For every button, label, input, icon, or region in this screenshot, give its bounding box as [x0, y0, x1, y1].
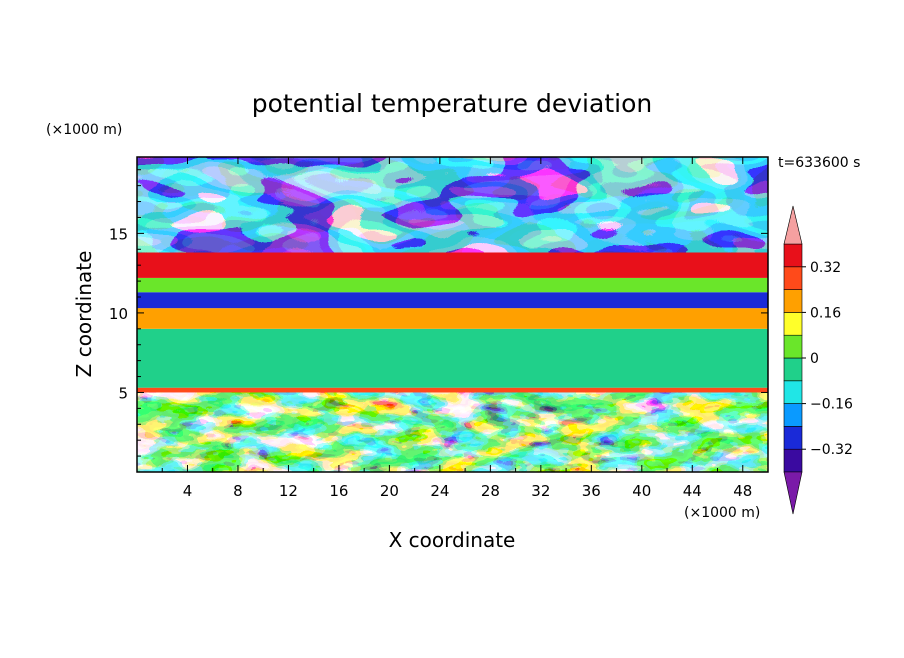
- colorbar-segment: [783, 312, 803, 336]
- x-tick-label: 24: [430, 482, 449, 500]
- y-tick-label: 10: [109, 305, 128, 323]
- colorbar-segment: [783, 448, 803, 473]
- x-tick-label: 4: [183, 482, 193, 500]
- x-tick-label: 28: [481, 482, 500, 500]
- band-6: [137, 252, 768, 278]
- band-5: [137, 277, 768, 293]
- x-tick-label: 48: [733, 482, 752, 500]
- colorbar: 0.32 0.16 0 −0.16 −0.32: [783, 205, 853, 515]
- colorbar-max-triangle: [783, 205, 803, 245]
- band-0: [137, 392, 768, 472]
- colorbar-tick-label: −0.16: [810, 397, 853, 413]
- x-tick-label: 36: [582, 482, 601, 500]
- colorbar-segment: [783, 266, 803, 290]
- y-axis: 5 10 15: [109, 169, 768, 457]
- colorbar-segment: [783, 403, 803, 427]
- contour-field: [137, 157, 768, 472]
- colorbar-tick-label: 0.32: [810, 260, 841, 276]
- x-tick-label: 16: [329, 482, 348, 500]
- colorbar-segment: [783, 357, 803, 382]
- time-label: t=633600 s: [778, 155, 860, 171]
- band-7: [137, 157, 768, 253]
- colorbar-tick-label: −0.32: [810, 442, 853, 458]
- band-1: [137, 387, 768, 393]
- x-tick-label: 40: [632, 482, 651, 500]
- colorbar-segment: [783, 426, 803, 450]
- x-tick-label: 32: [531, 482, 550, 500]
- y-axis-label: Z coordinate: [72, 251, 96, 378]
- colorbar-segment: [783, 334, 803, 359]
- colorbar-min-triangle: [783, 471, 803, 515]
- plot-frame: [136, 156, 769, 473]
- x-tick-label: 12: [279, 482, 298, 500]
- colorbar-tick-label: 0: [810, 351, 819, 367]
- x-unit-label: (×1000 m): [684, 505, 760, 521]
- x-tick-label: 20: [380, 482, 399, 500]
- y-tick-label: 5: [118, 384, 128, 402]
- band-2: [137, 328, 768, 388]
- colorbar-segment: [783, 243, 803, 268]
- colorbar-tick-label: 0.16: [810, 305, 841, 321]
- colorbar-segment: [783, 380, 803, 404]
- colorbar-segment: [783, 289, 803, 313]
- y-unit-label: (×1000 m): [46, 122, 122, 138]
- x-tick-label: 44: [683, 482, 702, 500]
- x-axis-label: X coordinate: [389, 528, 516, 552]
- y-tick-label: 15: [109, 225, 128, 243]
- x-axis: 4 8 12 16 20 24 28 32 36 40 44 48: [161, 157, 752, 500]
- x-tick-label: 8: [233, 482, 243, 500]
- band-4: [137, 292, 768, 309]
- chart-title: potential temperature deviation: [252, 89, 652, 118]
- band-3: [137, 308, 768, 329]
